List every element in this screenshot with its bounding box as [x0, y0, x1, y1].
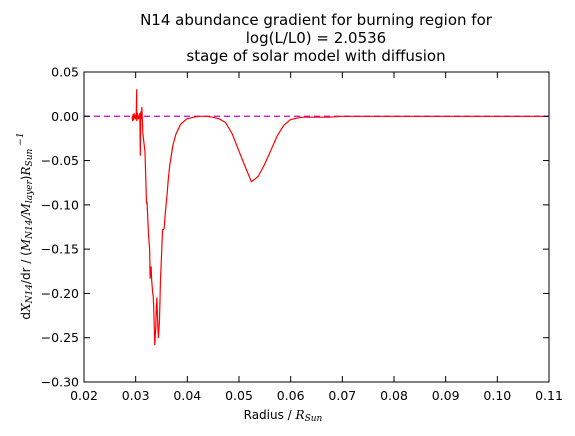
chart-title: N14 abundance gradient for burning regio…	[140, 11, 493, 65]
y-tick-label: 0.05	[51, 65, 79, 80]
x-tick-label: 0.07	[328, 388, 356, 403]
x-axis-ticks: 0.02 0.03 0.04 0.05 0.06 0.07 0.08 0.09 0.10 0.11	[70, 72, 563, 403]
y-tick-label: −0.25	[41, 330, 79, 345]
x-tick-label: 0.04	[173, 388, 201, 403]
y-tick-label: −0.20	[41, 286, 79, 301]
y-axis-label: dXN14/dr / (MN14/Mlayer)RSun−1	[16, 132, 35, 319]
x-axis-label: Radius / RSun	[244, 408, 323, 424]
plot-frame	[83, 71, 550, 383]
chart-title-line-2: log(L/L0) = 2.0536	[246, 29, 386, 47]
x-tick-label: 0.05	[225, 388, 253, 403]
x-tick-label: 0.11	[535, 388, 563, 403]
y-tick-label: −0.05	[41, 153, 79, 168]
y-tick-label: 0.00	[51, 109, 79, 124]
chart-title-line-3: stage of solar model with diffusion	[186, 47, 445, 65]
x-tick-label: 0.03	[122, 388, 150, 403]
x-tick-label: 0.10	[483, 388, 511, 403]
x-tick-label: 0.02	[70, 388, 98, 403]
y-tick-label: −0.15	[41, 242, 79, 257]
x-tick-label: 0.08	[380, 388, 408, 403]
series-line-n14-gradient	[131, 89, 544, 346]
y-axis-ticks: 0.05 0.00 −0.05 −0.10 −0.15 −0.20 −0.25 −0.30	[41, 65, 549, 390]
y-tick-label: −0.30	[41, 375, 79, 390]
chart-title-line-1: N14 abundance gradient for burning regio…	[140, 11, 493, 29]
y-tick-label: −0.10	[41, 197, 79, 212]
x-tick-label: 0.06	[277, 388, 305, 403]
x-tick-label: 0.09	[432, 388, 460, 403]
